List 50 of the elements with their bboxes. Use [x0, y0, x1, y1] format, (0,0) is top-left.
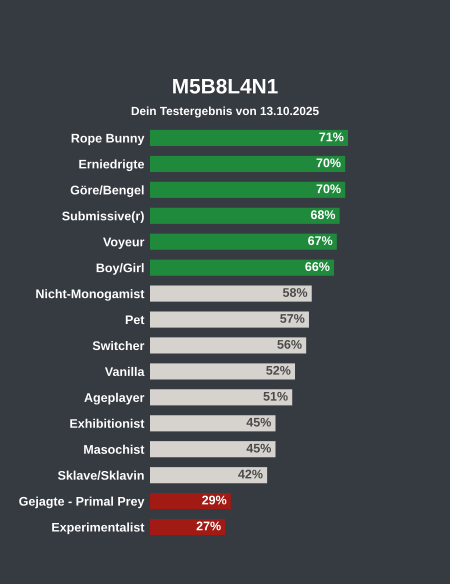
bar	[150, 337, 306, 354]
data-label: 29%	[202, 496, 226, 504]
y-tick-label: Erniedrigte	[79, 159, 144, 172]
y-tick-label: Boy/Girl	[96, 263, 144, 275]
data-label: 70%	[316, 184, 341, 194]
data-label: 68%	[310, 210, 336, 220]
y-tick-label: Ageplayer	[84, 392, 144, 405]
y-tick-label: Masochist	[84, 444, 144, 454]
bar	[150, 260, 334, 276]
y-tick-label: Switcher	[92, 340, 144, 350]
bar	[150, 467, 268, 484]
data-label: 70%	[316, 158, 341, 168]
y-tick-label: Rope Bunny	[72, 134, 144, 146]
data-label: 27%	[196, 522, 221, 530]
data-label: 42%	[238, 470, 263, 478]
data-label: 56%	[277, 340, 302, 349]
bar	[150, 389, 292, 406]
y-tick-label: Submissive(r)	[62, 211, 144, 223]
bar	[150, 182, 346, 198]
chart-subtitle: Dein Testergebnis von 13.10.2025	[132, 106, 319, 118]
y-tick-label: Exhibitionist	[70, 418, 144, 428]
bar	[150, 441, 276, 458]
bar	[150, 363, 296, 380]
y-tick-label: Experimentalist	[52, 522, 144, 534]
bar	[150, 208, 340, 224]
bar	[150, 518, 226, 536]
data-label: 66%	[305, 262, 330, 272]
y-tick-label: Pet	[126, 315, 144, 324]
data-label: 45%	[246, 418, 271, 427]
y-tick-label: Sklave/Sklavin	[58, 470, 144, 480]
bar	[150, 415, 276, 432]
bar	[150, 286, 312, 302]
bar	[150, 156, 346, 172]
y-tick-label: Voyeur	[103, 238, 144, 249]
data-label: 45%	[246, 444, 271, 453]
bar	[150, 493, 231, 510]
data-label: 57%	[280, 314, 304, 323]
chart-title: M5B8L4N1	[173, 78, 278, 94]
data-label: 51%	[263, 392, 288, 401]
bar	[150, 234, 337, 250]
y-tick-label: Vanilla	[104, 366, 145, 376]
data-label: 67%	[308, 236, 332, 246]
bar	[150, 130, 348, 146]
y-tick-label: Nicht-Monogamist	[36, 289, 144, 301]
data-label: 71%	[319, 132, 344, 142]
y-tick-label: Gejagte - Primal Prey	[19, 496, 144, 508]
bar	[150, 311, 309, 328]
y-tick-label: Göre/Bengel	[70, 185, 144, 198]
data-label: 52%	[266, 366, 291, 375]
data-label: 58%	[282, 288, 308, 297]
